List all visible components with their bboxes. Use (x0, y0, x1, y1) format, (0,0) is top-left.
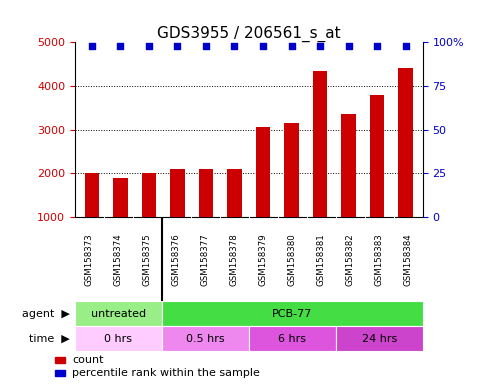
Text: 6 hrs: 6 hrs (278, 334, 306, 344)
Text: GSM158384: GSM158384 (404, 233, 412, 286)
Text: GSM158379: GSM158379 (259, 233, 268, 286)
Point (145, 43, 153, 49)
Bar (336, 326, 423, 351)
Text: GSM158380: GSM158380 (288, 233, 297, 286)
Point (202, 43, 210, 49)
Text: GSM158381: GSM158381 (317, 233, 326, 286)
Text: GSM158377: GSM158377 (201, 233, 210, 286)
Bar (199, 169, 213, 261)
Text: percentile rank within the sample: percentile rank within the sample (72, 368, 260, 378)
Bar (249, 326, 336, 351)
Point (88, 43, 96, 49)
Bar (75, 301, 162, 326)
Bar (75, 326, 162, 351)
Bar (142, 173, 156, 261)
Text: 0.5 hrs: 0.5 hrs (186, 334, 225, 344)
Text: 0 hrs: 0 hrs (104, 334, 132, 344)
Bar (284, 123, 298, 261)
Text: time  ▶: time ▶ (29, 334, 70, 344)
Point (173, 43, 181, 49)
Text: GSM158376: GSM158376 (172, 233, 181, 286)
Bar (114, 178, 128, 261)
Bar (85, 173, 99, 261)
Title: GDS3955 / 206561_s_at: GDS3955 / 206561_s_at (157, 26, 341, 42)
Point (316, 43, 324, 49)
Text: GSM158375: GSM158375 (143, 233, 152, 286)
Bar (398, 68, 412, 261)
Text: GSM158374: GSM158374 (114, 233, 123, 286)
Text: agent  ▶: agent ▶ (22, 309, 70, 319)
Point (373, 43, 381, 49)
Text: GSM158373: GSM158373 (85, 233, 94, 286)
Point (288, 43, 296, 49)
Text: GSM158383: GSM158383 (375, 233, 384, 286)
Bar (313, 71, 327, 261)
Bar (55, 357, 65, 363)
Text: untreated: untreated (91, 309, 146, 319)
Bar (162, 301, 423, 326)
Point (259, 43, 267, 49)
Point (402, 43, 410, 49)
Point (345, 43, 353, 49)
Text: GSM158378: GSM158378 (230, 233, 239, 286)
Bar (370, 95, 384, 261)
Text: GSM158382: GSM158382 (346, 233, 355, 286)
Bar (256, 127, 270, 261)
Text: 24 hrs: 24 hrs (362, 334, 397, 344)
Point (230, 43, 238, 49)
Bar (162, 326, 249, 351)
Text: count: count (72, 355, 104, 365)
Bar (170, 169, 185, 261)
Text: PCB-77: PCB-77 (272, 309, 313, 319)
Bar (55, 370, 65, 376)
Point (116, 43, 124, 49)
Bar (341, 114, 355, 261)
Bar (227, 169, 242, 261)
